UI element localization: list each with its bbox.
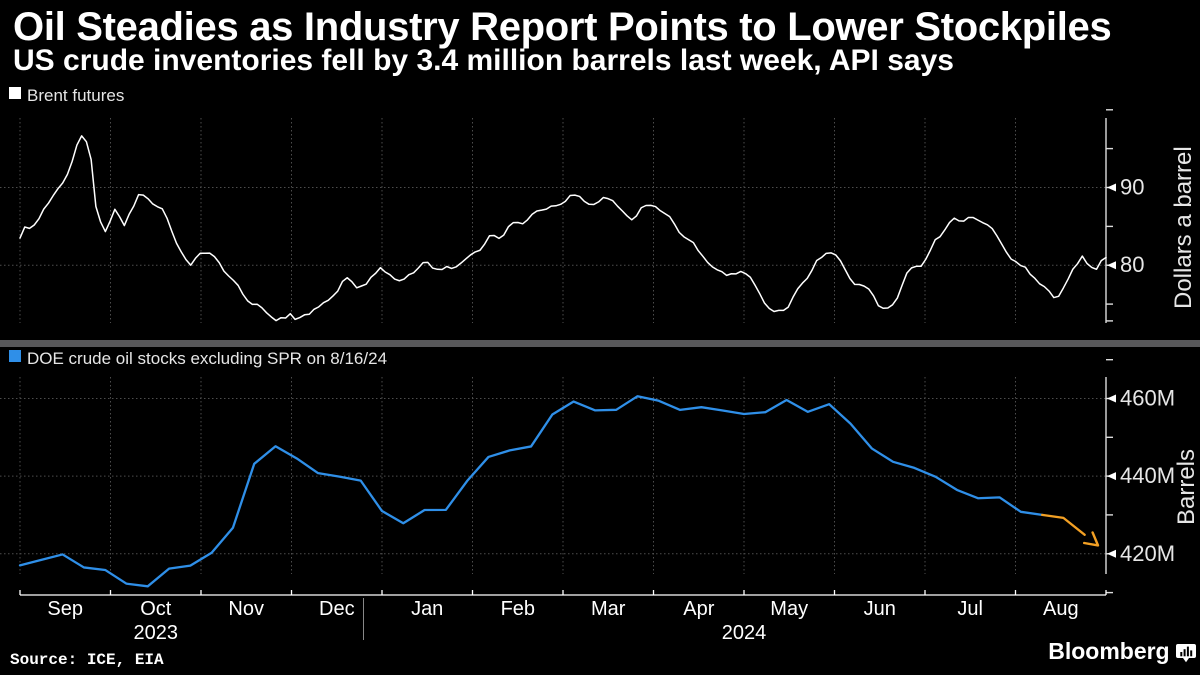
svg-text:460M: 460M bbox=[1120, 386, 1175, 411]
svg-text:90: 90 bbox=[1120, 175, 1144, 200]
svg-text:440M: 440M bbox=[1120, 463, 1175, 488]
svg-text:420M: 420M bbox=[1120, 541, 1175, 566]
svg-text:80: 80 bbox=[1120, 252, 1144, 277]
